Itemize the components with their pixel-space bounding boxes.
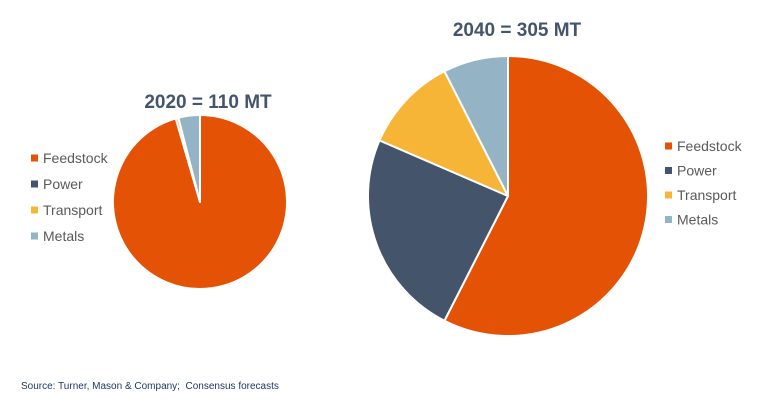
legend-swatch-power [665,167,672,174]
legend-label-metals: Metals [677,212,718,228]
pie-chart-1: 2020 = 110 MT Feedstock Power Transport Meta… [31,92,288,290]
legend-swatch-transport [31,206,38,214]
chart-title: 2040 = 305 MT [453,20,582,41]
legend-swatch-power [31,180,38,188]
source-note: Source: Turner, Mason & Company; Consens… [21,381,279,392]
legend-swatch-feedstock [665,142,672,150]
legend-swatch-transport [665,191,672,199]
pie-slice-metals [443,55,509,197]
legend-label-power: Power [43,176,83,192]
legend-label-metals: Metals [43,228,84,244]
legend-swatch-metals [31,232,38,240]
legend-label-feedstock: Feedstock [43,150,109,166]
pie-slice-power [366,139,509,322]
pie-chart-2: 2040 = 305 MT Feedstock Power Transport Meta… [366,20,743,337]
legend-label-transport: Transport [43,202,103,218]
legend-label-feedstock: Feedstock [677,138,743,154]
pie-slice-transport [378,70,509,197]
pie-slice-metals [177,113,201,203]
legend-label-transport: Transport [677,187,737,203]
legend-swatch-feedstock [31,154,38,162]
legend-label-power: Power [677,163,717,179]
pie-slice-feedstock [443,55,649,337]
legend-swatch-metals [665,216,672,223]
chart-title: 2020 = 110 MT [144,92,272,113]
